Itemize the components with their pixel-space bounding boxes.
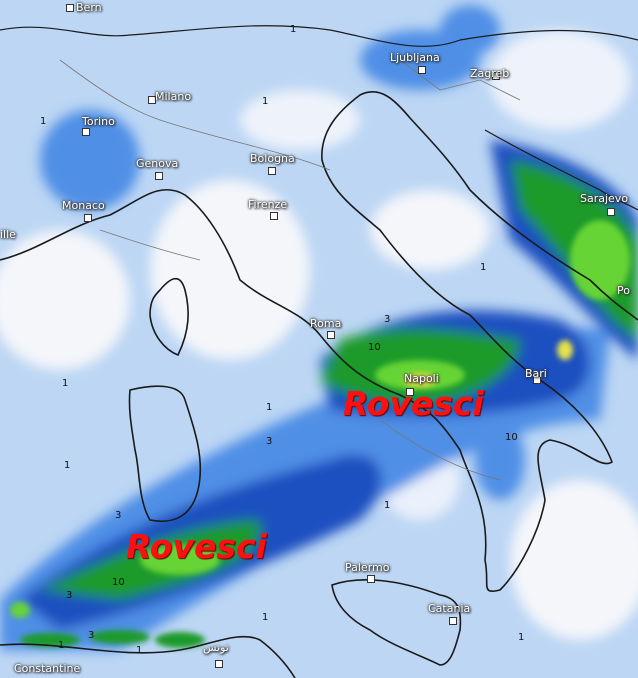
- contour-label: 1: [262, 96, 269, 107]
- city-label-palermo: Palermo: [345, 561, 390, 574]
- city-marker: [607, 208, 615, 216]
- city-marker: [148, 96, 156, 104]
- city-marker: [268, 167, 276, 175]
- city-label-bari: Bari: [525, 367, 547, 380]
- city-marker: [418, 66, 426, 74]
- city-label-marseille: ille: [0, 228, 16, 241]
- contour-label: 1: [262, 612, 269, 623]
- overlay-label-rovesci: Rovesci: [126, 527, 267, 566]
- contour-label: 3: [384, 314, 391, 325]
- city-marker: [367, 575, 375, 583]
- contour-label: 10: [368, 342, 381, 353]
- overlay-label-rovesci: Rovesci: [343, 384, 484, 423]
- city-marker: [449, 617, 457, 625]
- city-label-sarajevo: Sarajevo: [580, 192, 629, 205]
- city-label-firenze: Firenze: [248, 198, 288, 211]
- contour-label: 3: [266, 436, 273, 447]
- city-label-torino: Torino: [82, 115, 115, 128]
- city-label-bologna: Bologna: [250, 152, 295, 165]
- city-marker: [492, 72, 500, 80]
- city-label-milano: Milano: [155, 90, 192, 103]
- contour-label: 10: [112, 577, 125, 588]
- contour-label: 1: [518, 632, 525, 643]
- contour-label: 1: [58, 640, 65, 651]
- contour-label: 3: [66, 590, 73, 601]
- city-marker: [215, 660, 223, 668]
- city-marker: [66, 4, 74, 12]
- city-marker: [327, 331, 335, 339]
- contour-label: 1: [290, 24, 297, 35]
- city-marker: [84, 214, 92, 222]
- city-label-po: Po: [617, 284, 630, 297]
- city-marker: [270, 212, 278, 220]
- city-label-genova: Genova: [136, 157, 179, 170]
- coastlines: [0, 25, 638, 678]
- city-marker: [155, 172, 163, 180]
- contour-label: 1: [384, 500, 391, 511]
- city-label-monaco: Monaco: [62, 199, 105, 212]
- city-label-napoli: Napoli: [404, 372, 439, 385]
- city-label-constantine: Constantine: [14, 662, 81, 675]
- city-label-catania: Catania: [428, 602, 471, 615]
- city-label-zagreb: Zagreb: [470, 67, 510, 80]
- contour-label: 3: [115, 510, 122, 521]
- city-marker: [533, 376, 541, 384]
- contour-label: 1: [480, 262, 487, 273]
- city-marker: [406, 388, 414, 396]
- borders: [59, 59, 521, 481]
- city-label-bern: Bern: [76, 1, 102, 14]
- city-marker: [82, 128, 90, 136]
- city-label-ljubljana: Ljubljana: [390, 51, 440, 64]
- contour-label: 1: [136, 645, 143, 656]
- contour-label: 1: [64, 460, 71, 471]
- contour-label: 1: [62, 378, 69, 389]
- contour-label: 3: [88, 630, 95, 641]
- contour-label: 10: [505, 432, 518, 443]
- city-label-roma: Roma: [310, 317, 342, 330]
- city-label-tunis: تونس: [203, 641, 229, 654]
- contour-label: 1: [266, 402, 273, 413]
- contour-label: 1: [40, 116, 47, 127]
